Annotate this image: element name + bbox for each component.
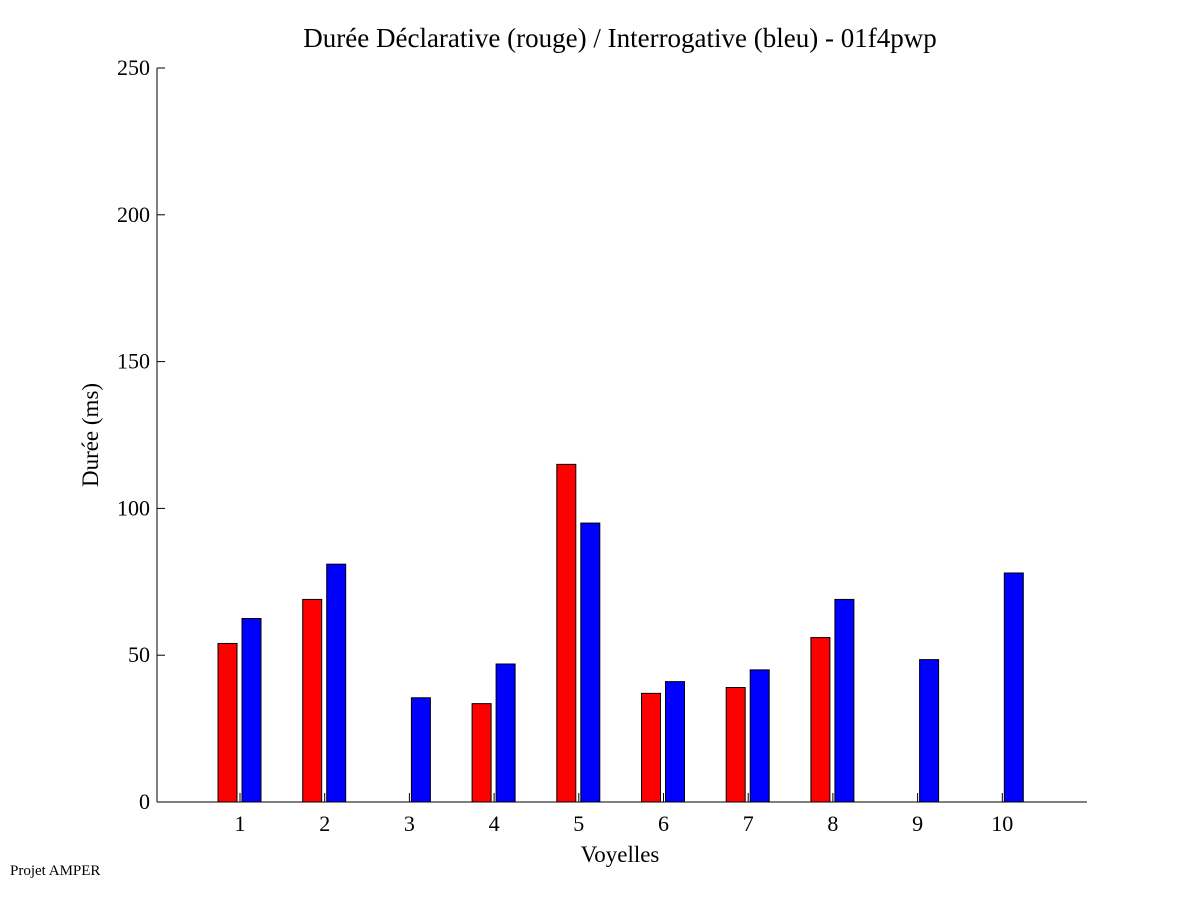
x-tick-label: 9 bbox=[912, 811, 923, 836]
y-axis-label: Durée (ms) bbox=[78, 383, 103, 487]
y-tick-label: 100 bbox=[117, 495, 150, 520]
bar-series2-10 bbox=[1003, 572, 1024, 803]
bars-group bbox=[217, 463, 1024, 803]
bar-series1-6 bbox=[641, 692, 661, 803]
bar-series2-1 bbox=[241, 618, 262, 803]
x-tick-label: 10 bbox=[991, 811, 1013, 836]
bar-series2-6 bbox=[665, 681, 685, 803]
bar-series1-5 bbox=[556, 463, 577, 803]
x-tick-label: 2 bbox=[319, 811, 330, 836]
bar-series2-2 bbox=[326, 563, 347, 803]
footer-credit: Projet AMPER bbox=[10, 863, 101, 879]
bar-series2-4 bbox=[495, 663, 516, 803]
bar-series2-7 bbox=[749, 669, 770, 803]
x-tick-label: 8 bbox=[827, 811, 838, 836]
x-tick-label: 4 bbox=[489, 811, 500, 836]
y-tick-label: 150 bbox=[117, 349, 150, 374]
bar-series2-8 bbox=[834, 598, 855, 803]
x-tick-label: 5 bbox=[573, 811, 584, 836]
bar-series2-3 bbox=[410, 697, 431, 803]
x-tick-label: 1 bbox=[235, 811, 246, 836]
axes bbox=[156, 68, 1087, 803]
x-tick-label: 7 bbox=[743, 811, 754, 836]
bar-series1-4 bbox=[471, 703, 492, 803]
bar-series1-8 bbox=[810, 637, 831, 803]
y-tick-label: 250 bbox=[117, 55, 150, 80]
bar-series1-1 bbox=[217, 642, 238, 803]
bar-series1-7 bbox=[725, 686, 746, 803]
y-tick-label: 200 bbox=[117, 202, 150, 227]
bar-series2-9 bbox=[919, 659, 940, 803]
x-tick-label: 3 bbox=[404, 811, 415, 836]
x-axis-ticks: 1 2 3 4 5 6 7 8 9 10 bbox=[235, 793, 1013, 836]
y-tick-label: 50 bbox=[128, 642, 150, 667]
chart-title: Durée Déclarative (rouge) / Interrogativ… bbox=[303, 23, 936, 53]
x-axis-label: Voyelles bbox=[581, 842, 660, 867]
bar-series2-5 bbox=[580, 522, 601, 803]
y-axis-ticks: 0 50 100 150 200 250 bbox=[117, 55, 165, 814]
y-tick-label: 0 bbox=[139, 789, 150, 814]
bar-series1-2 bbox=[302, 598, 323, 803]
x-tick-label: 6 bbox=[658, 811, 669, 836]
